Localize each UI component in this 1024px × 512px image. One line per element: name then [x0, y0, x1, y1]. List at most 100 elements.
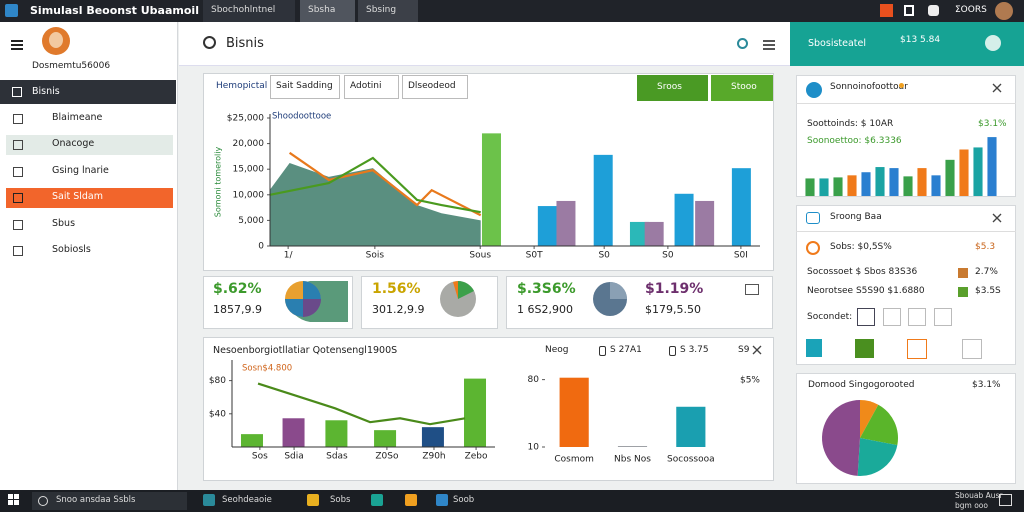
- app-label[interactable]: Sobs: [330, 495, 351, 505]
- card-title: Sroong Baa: [830, 212, 882, 222]
- filter-checkbox[interactable]: [908, 308, 926, 326]
- trend-line-value: $3.1%: [978, 119, 1007, 129]
- summary-label: Socossoet $ Sbos 83S36: [807, 267, 918, 277]
- kpi-value: $.3S6%: [517, 281, 576, 297]
- app-label[interactable]: Soob: [453, 495, 475, 505]
- start-icon[interactable]: [14, 494, 19, 499]
- chart-tab-label[interactable]: Sait Sadding: [276, 81, 333, 91]
- app-icon[interactable]: [436, 494, 448, 506]
- summary-value: $5.3: [975, 242, 996, 252]
- start-icon[interactable]: [8, 500, 13, 505]
- chart-tab[interactable]: [270, 75, 340, 99]
- status-dot: [899, 83, 904, 88]
- right-value: $13 5.84: [900, 35, 941, 45]
- window-tab[interactable]: [203, 0, 295, 22]
- app-icon[interactable]: [203, 494, 215, 506]
- list-icon-line: [763, 40, 775, 42]
- nav-label[interactable]: Sait Sldam: [52, 191, 104, 202]
- summary-icon: [806, 212, 820, 224]
- kpi-value: 1.56%: [372, 281, 421, 297]
- trend-line: Soottoinds: $ 10AR: [807, 119, 894, 129]
- clock: Sbouab Ausr: [955, 491, 1003, 500]
- app-icon[interactable]: [307, 494, 319, 506]
- share-value: $3.1%: [972, 380, 1001, 390]
- chart-button-label[interactable]: Sroos: [657, 82, 682, 92]
- summary-label: Neorotsee S5S90 $1.6880: [807, 286, 925, 296]
- app-icon[interactable]: [371, 494, 383, 506]
- filter-label: Socondet:: [807, 312, 853, 322]
- app-icon[interactable]: [405, 494, 417, 506]
- nav-label[interactable]: Bisnis: [32, 86, 60, 97]
- panel-control[interactable]: S9: [738, 345, 750, 355]
- trend-icon: [806, 82, 822, 98]
- nav-item[interactable]: [0, 80, 176, 104]
- nav-item[interactable]: [6, 135, 173, 155]
- color-option[interactable]: [855, 339, 874, 358]
- chart-button[interactable]: [637, 75, 708, 101]
- summary-icon: [806, 241, 820, 255]
- legend-swatch: [958, 268, 968, 278]
- panel-control[interactable]: S 3.75: [680, 345, 709, 355]
- search-box[interactable]: [32, 492, 187, 510]
- nav-label[interactable]: Sobiosls: [52, 244, 91, 255]
- color-option[interactable]: [907, 339, 927, 359]
- filter-checkbox[interactable]: [934, 308, 952, 326]
- home-icon[interactable]: [904, 5, 914, 16]
- cart-icon[interactable]: [928, 5, 939, 16]
- nav-icon: [12, 87, 22, 97]
- filter-checkbox[interactable]: [857, 308, 875, 326]
- search-text[interactable]: Snoo ansdaa Ssbls: [56, 495, 136, 505]
- color-option[interactable]: [806, 339, 822, 357]
- app-icon: [5, 4, 18, 17]
- list-icon-line: [763, 48, 775, 50]
- notification-icon[interactable]: [999, 494, 1012, 506]
- nav-label[interactable]: Sbus: [52, 218, 76, 229]
- nav-label[interactable]: Onacoge: [52, 138, 95, 149]
- nav-item[interactable]: [6, 188, 173, 208]
- search-button[interactable]: [737, 38, 748, 49]
- chart-button[interactable]: [711, 75, 773, 101]
- chart-tab[interactable]: [344, 75, 399, 99]
- kpi-sub: $179,5.50: [645, 303, 701, 316]
- start-icon[interactable]: [8, 494, 13, 499]
- start-icon[interactable]: [14, 500, 19, 505]
- summary-value: $3.5S: [975, 286, 1001, 296]
- nav-icon: [13, 220, 23, 230]
- window-tab[interactable]: [358, 0, 418, 22]
- chart-tab-label[interactable]: Dlseodeod: [408, 81, 456, 91]
- alert-icon: [880, 4, 893, 17]
- filter-checkbox[interactable]: [883, 308, 901, 326]
- chart-tab-label[interactable]: Adotini: [350, 81, 382, 91]
- window-tab-label[interactable]: Sbsha: [308, 5, 336, 15]
- kpi-card: [506, 276, 773, 329]
- right-title: Sbosisteatel: [808, 38, 867, 49]
- trend-line: Soonoettoo: $6.3336: [807, 136, 902, 146]
- chart-button-label[interactable]: Stooo: [731, 82, 757, 92]
- app-label[interactable]: Seohdeaoie: [222, 495, 272, 505]
- right-header-icon[interactable]: [985, 35, 1001, 51]
- card-header-divider: [796, 231, 1016, 232]
- summary-label: Sobs: $0,5S%: [830, 242, 892, 252]
- window-tab-label[interactable]: Sbsing: [366, 5, 397, 15]
- window-tab[interactable]: [300, 0, 355, 22]
- avatar-face: [49, 32, 63, 48]
- chart-tab[interactable]: [402, 75, 468, 99]
- panel-control[interactable]: S 27A1: [610, 345, 642, 355]
- chart-panel: [203, 73, 774, 271]
- user-avatar[interactable]: [995, 2, 1013, 20]
- nav-label[interactable]: Blaimeane: [52, 112, 103, 123]
- chart-tab-label[interactable]: Hemopictal: [216, 81, 268, 91]
- panel-control[interactable]: Neog: [545, 345, 569, 355]
- nav-icon: [13, 193, 23, 203]
- kpi-sub: 1 6S2,900: [517, 303, 573, 316]
- user-name: Dosmemtu56006: [32, 61, 111, 71]
- color-option[interactable]: [962, 339, 982, 359]
- kpi-value: $1.19%: [645, 281, 704, 297]
- nav-icon: [13, 167, 23, 177]
- nav-label[interactable]: Gsing lnarie: [52, 165, 109, 176]
- window-tab-label[interactable]: Sbochohlntnel: [211, 5, 276, 15]
- search-icon[interactable]: [203, 36, 216, 49]
- search-circle: [38, 496, 48, 506]
- kpi-checkbox[interactable]: [745, 284, 759, 295]
- control-icon: [599, 346, 606, 356]
